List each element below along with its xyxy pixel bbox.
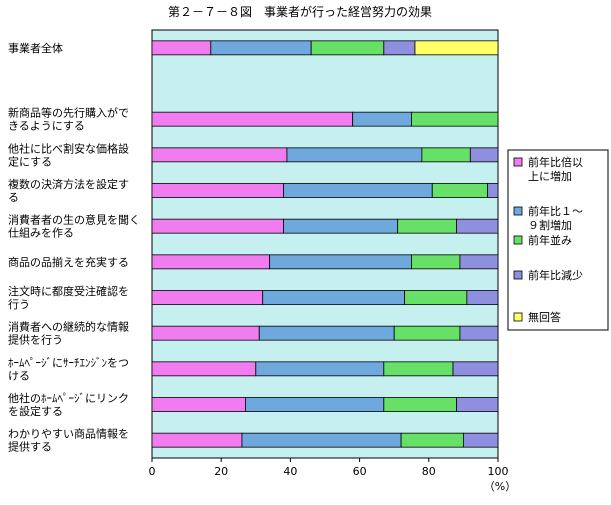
legend-label-2: 前年比１～９割増加 [528, 204, 583, 232]
legend-swatch-5 [513, 312, 523, 322]
bar-segment-1-row-10 [151, 397, 246, 412]
legend-swatch-4 [513, 270, 523, 280]
bar-segment-3-row-9 [383, 361, 454, 377]
category-label-9: ﾎｰﾑﾍﾟｰｼﾞにｻｰﾁｴﾝｼﾞﾝをつける [8, 356, 129, 382]
category-label-2: 新商品等の先行購入ができるようにする [8, 106, 129, 133]
x-tick-label-6: 100 [488, 465, 509, 478]
category-labels: 事業者全体新商品等の先行購入ができるようにする他社に比べ割安な価格設定にする複数… [8, 41, 140, 454]
x-tick-label-1: 0 [149, 465, 156, 478]
bars-group [151, 40, 499, 448]
legend-swatch-1 [513, 157, 523, 167]
bar-segment-4-row-7 [466, 290, 499, 305]
bar-segment-3-row-7 [404, 290, 468, 305]
legend-box [507, 149, 609, 331]
legend-label-1: 前年比倍以上に増加 [528, 155, 583, 183]
x-axis: 0 20 40 60 80 100 [149, 458, 509, 478]
bar-segment-1-row-9 [151, 361, 257, 377]
bar-segment-2-row-10 [245, 397, 385, 412]
bar-segment-4-row-1 [383, 40, 416, 56]
category-label-6: 商品の品揃えを充実する [8, 255, 129, 269]
bar-segment-1-row-6 [151, 254, 271, 270]
category-label-10: 他社のﾎｰﾑﾍﾟｰｼﾞにリンクを設定する [8, 391, 129, 418]
bar-segment-3-row-1 [310, 40, 385, 56]
x-tick-label-2: 20 [214, 465, 228, 478]
bar-segment-2-row-8 [258, 325, 395, 341]
x-tick-label-3: 40 [283, 465, 297, 478]
bar-segment-2-row-7 [262, 290, 405, 305]
bar-segment-3-row-11 [400, 432, 464, 448]
bar-segment-3-row-6 [411, 254, 461, 270]
bar-segment-3-row-2 [411, 111, 499, 127]
x-tick-label-5: 80 [422, 465, 436, 478]
bar-segment-3-row-3 [421, 147, 471, 163]
bar-segment-4-row-10 [456, 397, 499, 412]
bar-segment-2-row-9 [255, 361, 385, 377]
bar-segment-1-row-5 [151, 218, 284, 234]
bar-segment-4-row-3 [469, 147, 499, 163]
category-label-3: 他社に比べ割安な価格設定にする [8, 141, 129, 168]
bar-segment-3-row-8 [393, 325, 461, 341]
bar-segment-1-row-1 [151, 40, 212, 56]
bar-segment-1-row-4 [151, 183, 284, 198]
x-axis-label: （%） [484, 480, 516, 493]
legend-label-3: 前年並み [528, 233, 572, 247]
bar-segment-4-row-5 [456, 218, 499, 234]
bar-segment-2-row-4 [283, 183, 433, 198]
bar-segment-4-row-9 [452, 361, 499, 377]
category-label-4: 複数の決済方法を設定する [8, 177, 129, 204]
bar-segment-1-row-2 [151, 111, 354, 127]
legend-swatch-3 [513, 235, 523, 245]
bar-segment-4-row-4 [487, 183, 499, 198]
category-label-7: 注文時に都度受注確認を行う [8, 284, 129, 311]
bar-segment-2-row-5 [283, 218, 399, 234]
bar-segment-3-row-10 [383, 397, 457, 412]
bar-segment-2-row-1 [210, 40, 312, 56]
chart-title: 第２－７－８図 事業者が行った経営努力の効果 [168, 4, 432, 19]
bar-segment-4-row-6 [459, 254, 499, 270]
legend-label-5: 無回答 [528, 310, 561, 324]
category-label-5: 消費者者の生の意見を聞く仕組みを作る [8, 213, 140, 240]
bar-segment-3-row-5 [397, 218, 457, 234]
bar-segment-2-row-6 [269, 254, 412, 270]
bar-segment-4-row-11 [462, 432, 499, 448]
bar-segment-1-row-11 [151, 432, 243, 448]
bar-segment-1-row-7 [151, 290, 264, 305]
legend-swatch-2 [513, 206, 523, 216]
bar-segment-2-row-3 [286, 147, 423, 163]
bar-segment-5-row-1 [414, 40, 499, 56]
category-label-1: 事業者全体 [8, 41, 63, 55]
category-label-11: わかりやすい商品情報を提供する [8, 427, 129, 454]
bar-segment-2-row-11 [241, 432, 402, 448]
plot-area [151, 29, 499, 459]
category-label-8: 消費者への継続的な情報提供を行う [8, 320, 129, 347]
legend-label-4: 前年比減少 [528, 268, 583, 282]
bar-segment-4-row-8 [459, 325, 499, 341]
x-tick-label-4: 60 [353, 465, 367, 478]
bar-segment-2-row-2 [352, 111, 412, 127]
bar-segment-1-row-8 [151, 325, 260, 341]
bar-segment-1-row-3 [151, 147, 288, 163]
bar-segment-3-row-4 [431, 183, 489, 198]
